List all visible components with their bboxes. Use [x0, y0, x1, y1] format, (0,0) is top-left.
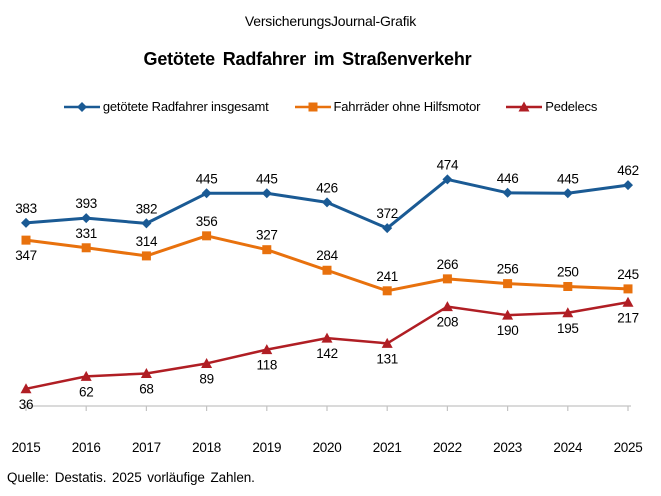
x-tick-label: 2024 — [553, 440, 583, 455]
series-line — [25, 234, 629, 293]
brand-header: VersicherungsJournal-Grafik — [244, 13, 417, 29]
triangle-data-marker — [441, 301, 453, 312]
series-diamond: 383 393 382 445 445 426 372 474 446 445 462 — [15, 157, 639, 234]
x-tick-label: 2016 — [72, 440, 101, 455]
square-data-marker — [21, 235, 31, 245]
data-label: 131 — [376, 351, 398, 366]
x-tick-label: 2020 — [313, 440, 342, 455]
legend-label: Fahrräder ohne Hilfsmotor — [333, 99, 481, 114]
diamond-data-marker — [81, 213, 92, 224]
data-label: 331 — [75, 226, 97, 241]
series-triangle: 36 62 68 89 118 142 131 208 190 195 217 — [19, 296, 639, 412]
diamond-data-marker — [502, 187, 513, 198]
diamond-data-marker — [21, 217, 31, 228]
diamond-data-marker — [261, 188, 272, 199]
data-label: 445 — [196, 171, 218, 186]
square-data-marker — [563, 282, 573, 291]
diamond-data-marker — [623, 180, 633, 191]
triangle-data-marker — [80, 370, 92, 381]
triangle-data-marker — [502, 309, 514, 320]
data-label: 195 — [557, 321, 579, 336]
data-label: 446 — [497, 171, 519, 186]
data-label: 217 — [617, 310, 639, 325]
square-data-marker — [382, 286, 392, 296]
data-label: 190 — [497, 323, 519, 338]
data-label: 256 — [497, 262, 519, 277]
data-label: 241 — [376, 269, 398, 284]
chart-title: Getötete Radfahrer im Straßenverkehr — [143, 49, 472, 69]
triangle-data-marker — [20, 383, 32, 394]
data-label: 393 — [75, 196, 97, 211]
triangle-legend-marker-icon — [506, 101, 543, 111]
data-label: 382 — [136, 201, 158, 216]
chart-svg: 2015 2016 2017 2018 2019 2020 2021 2022 2023 2024… — [12, 157, 643, 455]
square-data-marker — [503, 279, 513, 289]
data-label: 314 — [136, 234, 158, 249]
chart-area: 2015 2016 2017 2018 2019 2020 2021 2022 2023 2024… — [0, 130, 661, 465]
data-label: 68 — [139, 381, 153, 396]
square-data-marker — [442, 274, 452, 284]
data-label: 372 — [376, 206, 398, 221]
square-data-marker — [623, 284, 633, 294]
data-label: 266 — [437, 257, 459, 272]
legend-label: getötete Radfahrer insgesamt — [102, 99, 269, 114]
x-tick-label: 2025 — [614, 440, 643, 455]
data-label: 142 — [316, 346, 338, 361]
triangle-data-marker — [140, 367, 152, 378]
data-label: 89 — [199, 371, 213, 386]
data-label: 327 — [256, 228, 278, 243]
data-label: 445 — [557, 171, 579, 186]
data-label: 445 — [256, 171, 278, 186]
data-label: 383 — [15, 201, 37, 216]
x-axis — [23, 405, 631, 411]
x-axis-labels: 2015 2016 2017 2018 2019 2020 2021 2022 2023 2024… — [12, 440, 643, 455]
legend-label: Pedelecs — [545, 99, 598, 114]
diamond-data-marker — [442, 174, 453, 185]
data-label: 284 — [316, 248, 338, 263]
data-label: 118 — [256, 358, 277, 373]
data-label: 36 — [19, 397, 33, 412]
series-square: 347 331 314 356 327 284 241 266 256 250 245 — [15, 214, 639, 296]
x-tick-label: 2021 — [373, 440, 402, 455]
x-tick-label: 2022 — [433, 440, 462, 455]
triangle-data-marker — [562, 307, 574, 318]
square-data-marker — [81, 243, 91, 253]
diamond-data-marker — [382, 223, 393, 234]
square-legend-marker-icon — [294, 102, 331, 111]
source-note: Quelle: Destatis. 2025 vorläufige Zahlen… — [7, 470, 255, 485]
data-label: 426 — [316, 180, 338, 195]
x-tick-label: 2018 — [192, 440, 221, 455]
legend: getötete Radfahrer insgesamt Fahrräder oh… — [0, 99, 661, 114]
triangle-data-marker — [261, 344, 273, 355]
square-data-marker — [262, 245, 272, 255]
square-data-marker — [202, 231, 212, 241]
data-label: 347 — [15, 248, 37, 263]
triangle-data-marker — [201, 357, 213, 368]
x-tick-label: 2015 — [12, 440, 41, 455]
data-label: 245 — [617, 267, 639, 282]
diamond-legend-marker-icon — [63, 101, 100, 112]
data-label: 356 — [196, 214, 218, 229]
diamond-data-marker — [141, 218, 152, 229]
diamond-data-marker — [201, 188, 212, 199]
data-label: 474 — [437, 157, 459, 172]
legend-item-2: Fahrräder ohne Hilfsmotor — [294, 99, 481, 114]
x-tick-label: 2017 — [132, 440, 161, 455]
legend-item-1: getötete Radfahrer insgesamt — [63, 99, 269, 114]
data-label: 250 — [557, 265, 579, 280]
triangle-data-marker — [622, 296, 634, 307]
x-tick-label: 2019 — [252, 440, 281, 455]
diamond-data-marker — [562, 188, 573, 199]
triangle-data-marker — [321, 332, 333, 343]
diamond-data-marker — [322, 197, 332, 208]
x-tick-label: 2023 — [493, 440, 522, 455]
triangle-data-marker — [381, 337, 393, 348]
data-label: 208 — [437, 315, 459, 330]
data-label: 462 — [617, 163, 639, 178]
legend-item-3: Pedelecs — [506, 99, 597, 114]
data-label: 62 — [79, 384, 93, 399]
square-data-marker — [322, 265, 332, 275]
square-data-marker — [141, 251, 151, 261]
